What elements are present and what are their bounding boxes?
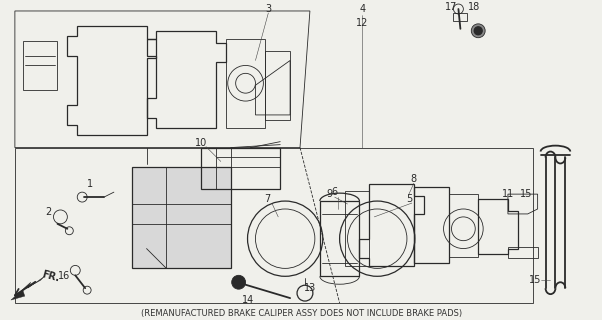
Text: (REMANUFACTURED BRAKE CALIPER ASSY DOES NOT INCLUDE BRAKE PADS): (REMANUFACTURED BRAKE CALIPER ASSY DOES … [141,309,462,318]
Text: 6: 6 [332,187,338,197]
Text: 8: 8 [411,174,417,184]
Text: 11: 11 [502,189,514,199]
Text: 15: 15 [529,275,542,285]
Text: 2: 2 [45,207,52,217]
Bar [453,13,467,21]
Polygon shape [132,167,231,268]
Text: 18: 18 [468,2,480,12]
Text: 1: 1 [87,179,93,189]
Text: 4: 4 [359,4,365,14]
Text: 10: 10 [195,138,207,148]
Circle shape [474,27,482,35]
Text: 9: 9 [327,189,333,199]
Circle shape [471,24,485,38]
Text: 16: 16 [58,271,70,281]
Text: 5: 5 [406,194,412,204]
Text: 14: 14 [243,295,255,305]
Text: 3: 3 [265,4,272,14]
Text: 12: 12 [356,18,368,28]
Polygon shape [11,276,45,300]
Text: 13: 13 [304,283,316,293]
Text: 15: 15 [520,189,532,199]
Text: FR.: FR. [40,269,61,284]
Text: 17: 17 [445,2,458,12]
Circle shape [232,275,246,289]
Text: 7: 7 [264,194,270,204]
